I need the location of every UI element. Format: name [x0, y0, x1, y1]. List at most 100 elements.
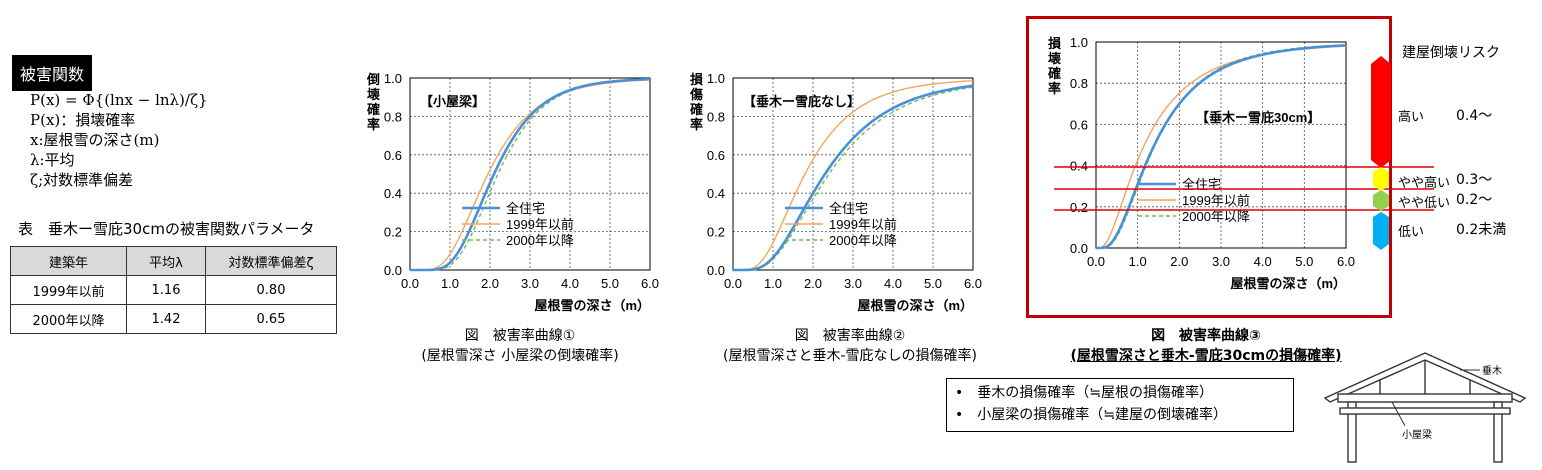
formula-line: ζ;対数標準偏差	[30, 171, 134, 189]
y-axis-label: 損傷確率	[689, 72, 704, 132]
table-row: 1999年以前 1.16 0.80	[10, 275, 337, 305]
note-item: • 小屋梁の損傷確率（≒建屋の倒壊確率）	[955, 407, 1228, 423]
y-tick-label: 0.6	[384, 148, 402, 163]
table-row: 2000年以降 1.42 0.65	[10, 304, 337, 334]
note-item: • 垂木の損傷確率（≒屋根の損傷確率）	[955, 385, 1214, 401]
y-tick-label: 0.8	[1070, 76, 1088, 91]
table-header: 建築年	[10, 246, 127, 276]
y-axis-label: 倒壊確率	[366, 72, 381, 132]
legend-label: 1999年以前	[1182, 193, 1250, 208]
plot-frame	[732, 77, 974, 271]
risk-value: 0.2〜	[1456, 192, 1493, 208]
legend-label: 2000年以降	[829, 233, 897, 248]
x-tick-label: 0.0	[1087, 254, 1105, 269]
x-tick-label: 2.0	[804, 276, 822, 291]
threshold-lines	[1054, 166, 1434, 211]
series-line	[733, 80, 974, 271]
x-tick-label: 0.0	[401, 276, 419, 291]
x-tick-label: 6.0	[641, 276, 659, 291]
formula-line: x:屋根雪の深さ(m)	[30, 131, 160, 149]
y-tick-label: 0.4	[1070, 159, 1088, 174]
y-tick-label: 0.6	[1070, 117, 1088, 132]
y-tick-label: 1.0	[384, 71, 402, 86]
y-tick-label: 0.0	[707, 263, 725, 278]
x-tick-label: 4.0	[561, 276, 579, 291]
chart-3-svg: 0.0 1.0 2.0 3.0 4.0 5.0 6.0 0.0 0.2 0.4 0.6 0.8 1.0 損…	[1048, 35, 1355, 291]
risk-level-low	[1373, 212, 1389, 250]
param-table-caption: 表 垂木ー雪庇30cmの被害関数パラメータ	[18, 220, 315, 238]
rafter-shape	[1323, 352, 1527, 403]
y-tick-label: 0.4	[384, 186, 402, 201]
caption-line-1: 図 被害率曲線①	[464, 328, 576, 344]
caption-line-2: (屋根雪深さ 小屋梁の倒壊確率)	[421, 348, 619, 364]
risk-scale-bar	[1371, 56, 1391, 250]
x-tick-label: 5.0	[924, 276, 942, 291]
legend-label: 2000年以降	[506, 233, 574, 248]
y-tick-label: 0.0	[384, 263, 402, 278]
roof-structure-diagram: 垂木 小屋梁	[1323, 352, 1527, 463]
risk-level-high	[1371, 56, 1391, 168]
chart-2-svg: 0.0 1.0 2.0 3.0 4.0 5.0 6.00.00.20.40.60.81.0損…	[689, 71, 982, 313]
table-cell: 1.42	[126, 304, 206, 334]
beam-shape	[1337, 393, 1513, 403]
formula-line: P(x) = Φ{(lnx − lnλ)/ζ}	[30, 91, 208, 109]
caption-line-1: 図 被害率曲線②	[794, 328, 906, 344]
risk-level-mid-low	[1373, 190, 1389, 211]
table-cell: 1999年以前	[10, 275, 127, 305]
notes-box: • 垂木の損傷確率（≒屋根の損傷確率） • 小屋梁の損傷確率（≒建屋の倒壊確率）	[946, 378, 1294, 432]
y-tick-label: 0.6	[707, 148, 725, 163]
risk-level-mid-high	[1373, 167, 1389, 191]
series-line	[1096, 44, 1347, 250]
series-line	[733, 84, 974, 272]
y-tick-label: 0.2	[707, 225, 725, 240]
y-tick-label: 0.0	[1070, 241, 1088, 256]
risk-label: やや高い	[1398, 176, 1451, 191]
caption-line-2: (屋根雪深さと垂木-雪庇なしの損傷確率)	[723, 348, 977, 364]
series-line	[410, 77, 651, 272]
chart-2-caption: 図 被害率曲線② (屋根雪深さと垂木-雪庇なしの損傷確率)	[700, 326, 1000, 366]
formula-block: P(x) = Φ{(lnx − lnλ)/ζ} P(x)：損壊確率 x:屋根雪の…	[30, 90, 208, 190]
x-tick-label: 4.0	[1254, 254, 1272, 269]
legend-label: 全住宅	[506, 201, 545, 216]
table-cell: 2000年以降	[10, 304, 127, 334]
param-table: 建築年 平均λ 対数標準偏差ζ 1999年以前 1.16 0.80 2000年以…	[10, 246, 337, 334]
x-tick-label: 5.0	[601, 276, 619, 291]
y-tick-label: 0.8	[707, 109, 725, 124]
chart-title: 【垂木ー雪庇なし】	[743, 94, 860, 109]
legend-label: 1999年以前	[829, 217, 897, 232]
x-axis-label: 屋根雪の深さ（m）	[534, 298, 650, 313]
risk-value: 0.2未満	[1456, 222, 1507, 238]
damage-function-tag: 被害関数	[12, 55, 93, 91]
table-header: 対数標準偏差ζ	[205, 246, 337, 276]
x-tick-label: 3.0	[521, 276, 539, 291]
caption-line-1: 図 被害率曲線③	[1151, 328, 1261, 344]
risk-label: 高い	[1398, 110, 1425, 125]
y-tick-label: 0.4	[707, 186, 725, 201]
x-tick-label: 6.0	[1337, 254, 1355, 269]
plot-frame	[409, 77, 651, 271]
chart-2: 0.0 1.0 2.0 3.0 4.0 5.0 6.0 0.0 0.2 0.4 0.6 0.8 1.0 損…	[678, 66, 988, 326]
x-tick-label: 3.0	[1212, 254, 1230, 269]
x-axis-label: 屋根雪の深さ（m）	[857, 298, 973, 313]
legend-label: 2000年以降	[1182, 209, 1250, 224]
x-tick-label: 1.0	[441, 276, 459, 291]
chart-1: 0.0 1.0 2.0 3.0 4.0 5.0 6.0 0.0 0.2 0.4 0.6 0.8 1.0 倒…	[355, 66, 665, 326]
x-tick-label: 2.0	[1170, 254, 1188, 269]
legend-label: 全住宅	[829, 201, 868, 216]
chart-1-caption: 図 被害率曲線① (屋根雪深さ 小屋梁の倒壊確率)	[380, 326, 660, 366]
y-tick-label: 1.0	[1070, 35, 1088, 50]
risk-label: 低い	[1398, 225, 1425, 240]
chart-1-svg: 0.0 1.0 2.0 3.0 4.0 5.0 6.00.00.20.40.60.81.0倒…	[366, 71, 659, 313]
plot-frame	[1095, 41, 1347, 249]
rafter-label: 垂木	[1482, 365, 1502, 377]
risk-value: 0.4〜	[1456, 108, 1493, 124]
legend-label: 1999年以前	[506, 217, 574, 232]
beam-label: 小屋梁	[1402, 428, 1432, 441]
table-cell: 0.80	[205, 275, 337, 305]
caption-line-2: (屋根雪深さと垂木-雪庇30cmの損傷確率)	[1070, 348, 1342, 364]
formula-line: P(x)：損壊確率	[30, 111, 136, 129]
risk-value: 0.3〜	[1456, 172, 1493, 188]
x-tick-label: 0.0	[724, 276, 742, 291]
chart-3-caption: 図 被害率曲線③ (屋根雪深さと垂木-雪庇30cmの損傷確率)	[1036, 326, 1376, 366]
chart-3: 0.0 1.0 2.0 3.0 4.0 5.0 6.0 0.0 0.2 0.4 0.6 0.8 1.0 損…	[1036, 24, 1384, 308]
